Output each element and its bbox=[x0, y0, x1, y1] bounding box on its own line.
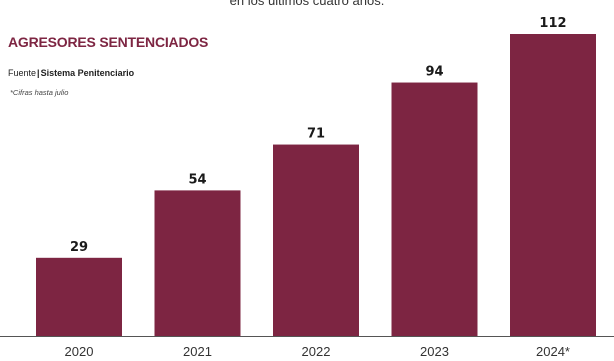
source-separator: | bbox=[37, 68, 40, 78]
value-label: 71 bbox=[307, 127, 325, 142]
chart-title: AGRESORES SENTENCIADOS bbox=[8, 34, 209, 50]
x-tick-label: 2022 bbox=[302, 344, 331, 359]
source-line: Fuente|Sistema Penitenciario bbox=[8, 68, 134, 78]
value-label: 112 bbox=[539, 16, 566, 31]
bar-2023 bbox=[391, 82, 478, 337]
x-tick-label: 2020 bbox=[65, 344, 94, 359]
value-label: 54 bbox=[188, 172, 206, 187]
x-tick-label: 2023 bbox=[420, 344, 449, 359]
bar-2020 bbox=[36, 257, 122, 336]
x-tick-label: 2024* bbox=[536, 344, 570, 359]
source-prefix: Fuente bbox=[8, 68, 37, 78]
value-label: 29 bbox=[70, 240, 88, 255]
bar-2024 bbox=[510, 34, 596, 336]
footnote: *Cifras hasta julio bbox=[10, 88, 69, 97]
bar-2022 bbox=[273, 144, 359, 336]
top-caption: en los últimos cuatro años. bbox=[229, 0, 385, 8]
value-label: 94 bbox=[425, 65, 443, 80]
bar-2021 bbox=[154, 190, 241, 336]
source-name: Sistema Penitenciario bbox=[40, 68, 135, 78]
x-tick-label: 2021 bbox=[183, 344, 212, 359]
